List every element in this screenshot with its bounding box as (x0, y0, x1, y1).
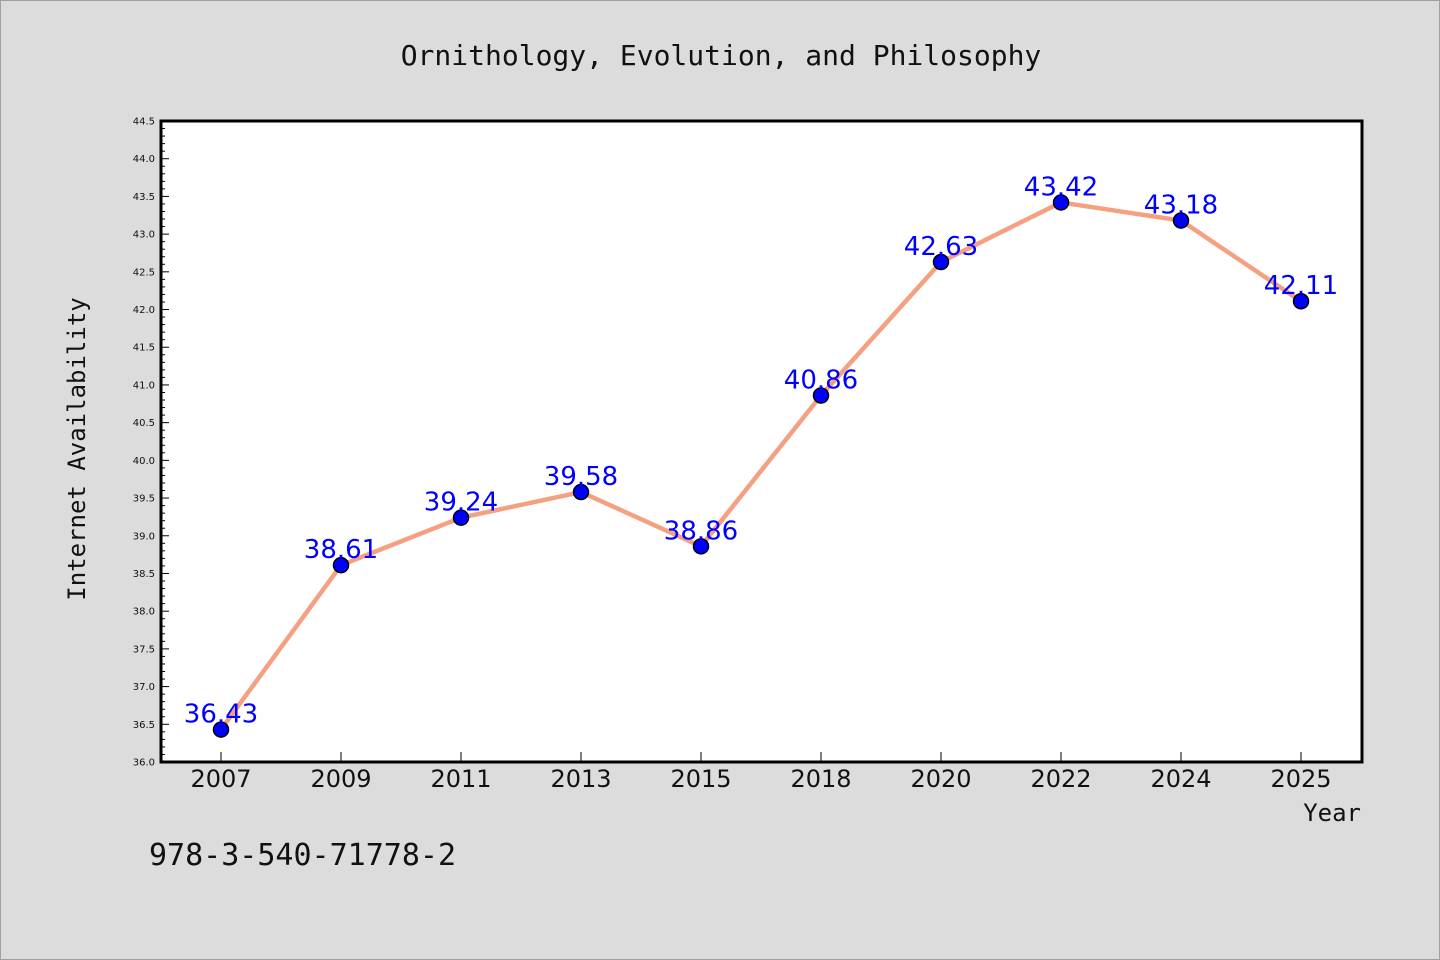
data-label: 43.18 (1144, 191, 1218, 221)
data-label: 40.86 (784, 365, 858, 395)
data-label: 42.11 (1264, 271, 1338, 301)
data-point (452, 509, 470, 526)
y-tick-label: 44.0 (133, 154, 155, 165)
y-tick-label: 41.0 (133, 380, 155, 391)
data-point (812, 387, 830, 404)
y-tick-label: 39.0 (133, 531, 155, 542)
y-tick-label: 42.0 (133, 305, 155, 316)
y-tick-label: 37.0 (133, 682, 155, 693)
y-axis-label: Internet Availability (63, 297, 91, 600)
y-tick-label: 44.5 (133, 117, 155, 128)
y-tick-label: 38.5 (133, 569, 155, 580)
y-tick-label: 40.5 (133, 418, 155, 429)
x-tick-label: 2025 (1270, 765, 1331, 793)
data-label: 36.43 (184, 700, 258, 730)
x-tick-label: 2015 (670, 765, 731, 793)
y-tick-label: 36.0 (133, 758, 155, 769)
y-tick-label: 43.5 (133, 192, 155, 203)
data-point (1052, 194, 1070, 211)
x-tick-label: 2011 (430, 765, 491, 793)
x-axis-label: Year (1303, 799, 1361, 827)
y-tick-label: 39.5 (133, 494, 155, 505)
x-tick-label: 2007 (190, 765, 251, 793)
data-point (932, 253, 950, 271)
data-label: 43.42 (1024, 172, 1098, 202)
y-tick-label: 40.0 (133, 456, 155, 467)
y-tick-label: 41.5 (133, 343, 155, 354)
data-label: 38.86 (664, 516, 738, 546)
y-tick-label: 37.5 (133, 644, 155, 655)
plot-area (159, 119, 1364, 764)
isbn-annotation: 978-3-540-71778-2 (149, 838, 456, 873)
data-point (332, 556, 350, 574)
y-axis: 36.0 36.5 37.0 37.5 38.0 38.5 39.0 39.5 40.0 40.5… (133, 117, 169, 769)
y-tick-label: 42.5 (133, 267, 155, 278)
data-point (572, 483, 590, 501)
x-tick-label: 2024 (1150, 765, 1211, 793)
chart-title: Ornithology, Evolution, and Philosophy (401, 39, 1042, 72)
y-tick-label: 36.5 (133, 720, 155, 731)
data-label: 42.63 (904, 232, 978, 262)
data-point (1172, 212, 1190, 229)
data-label: 39.58 (544, 462, 618, 492)
data-label: 39.24 (424, 488, 498, 518)
data-point (1292, 292, 1310, 310)
x-axis: 2007 2009 2011 2013 2015 2018 2020 2022 2024 2025 (190, 752, 1332, 793)
series-line-group (212, 194, 1310, 738)
x-tick-label: 2013 (550, 765, 611, 793)
x-tick-label: 2020 (910, 765, 971, 793)
x-tick-label: 2009 (310, 765, 371, 793)
data-labels-group: 36.43 38.61 39.24 39.58 38.86 40.86 42.63 43.42… (184, 172, 1338, 729)
series-line (219, 200, 1303, 731)
data-point (212, 721, 230, 738)
x-tick-label: 2018 (790, 765, 851, 793)
y-tick-label: 38.0 (133, 607, 155, 618)
data-point (692, 538, 710, 555)
y-tick-label: 43.0 (133, 230, 155, 241)
x-tick-label: 2022 (1030, 765, 1091, 793)
data-label: 38.61 (304, 535, 378, 565)
